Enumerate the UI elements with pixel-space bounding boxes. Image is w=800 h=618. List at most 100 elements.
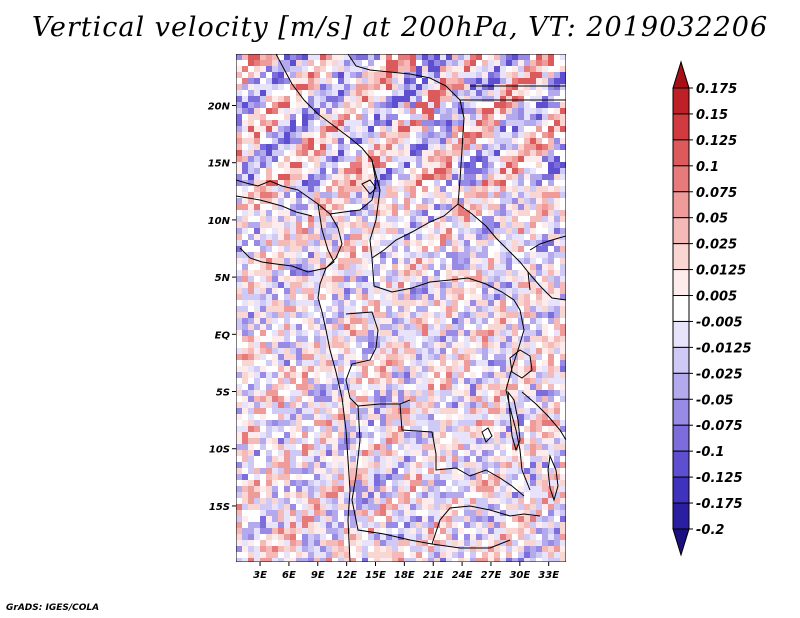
field-cell bbox=[512, 162, 518, 168]
field-cell bbox=[242, 192, 248, 198]
field-cell bbox=[236, 156, 242, 162]
field-cell bbox=[488, 120, 494, 126]
field-cell bbox=[464, 270, 470, 276]
field-cell bbox=[332, 330, 338, 336]
field-cell bbox=[344, 336, 350, 342]
field-cell bbox=[314, 66, 320, 72]
field-cell bbox=[374, 66, 380, 72]
field-cell bbox=[488, 366, 494, 372]
field-cell bbox=[458, 120, 464, 126]
field-cell bbox=[512, 516, 518, 522]
field-cell bbox=[344, 282, 350, 288]
field-cell bbox=[554, 504, 560, 510]
field-cell bbox=[476, 114, 482, 120]
field-cell bbox=[242, 156, 248, 162]
field-cell bbox=[524, 240, 530, 246]
field-cell bbox=[374, 444, 380, 450]
field-cell bbox=[464, 114, 470, 120]
field-cell bbox=[482, 450, 488, 456]
field-cell bbox=[272, 474, 278, 480]
field-cell bbox=[494, 102, 500, 108]
field-cell bbox=[380, 240, 386, 246]
field-cell bbox=[380, 342, 386, 348]
field-cell bbox=[542, 408, 548, 414]
field-cell bbox=[368, 504, 374, 510]
field-cell bbox=[524, 456, 530, 462]
field-cell bbox=[536, 204, 542, 210]
field-cell bbox=[446, 414, 452, 420]
field-cell bbox=[266, 426, 272, 432]
field-cell bbox=[284, 528, 290, 534]
field-cell bbox=[290, 90, 296, 96]
field-cell bbox=[242, 60, 248, 66]
field-cell bbox=[314, 90, 320, 96]
field-cell bbox=[446, 492, 452, 498]
field-cell bbox=[560, 450, 566, 456]
field-cell bbox=[254, 552, 260, 558]
field-cell bbox=[470, 510, 476, 516]
field-cell bbox=[386, 252, 392, 258]
field-cell bbox=[476, 234, 482, 240]
field-cell bbox=[302, 414, 308, 420]
field-cell bbox=[242, 486, 248, 492]
field-cell bbox=[314, 402, 320, 408]
field-cell bbox=[500, 204, 506, 210]
field-cell bbox=[422, 114, 428, 120]
field-cell bbox=[236, 522, 242, 528]
field-cell bbox=[236, 324, 242, 330]
field-cell bbox=[500, 114, 506, 120]
field-cell bbox=[422, 288, 428, 294]
field-cell bbox=[380, 420, 386, 426]
field-cell bbox=[380, 144, 386, 150]
field-cell bbox=[248, 210, 254, 216]
field-cell bbox=[506, 60, 512, 66]
field-cell bbox=[320, 192, 326, 198]
field-cell bbox=[296, 204, 302, 210]
field-cell bbox=[326, 480, 332, 486]
field-cell bbox=[440, 552, 446, 558]
field-cell bbox=[290, 252, 296, 258]
field-cell bbox=[512, 534, 518, 540]
field-cell bbox=[536, 414, 542, 420]
field-cell bbox=[266, 486, 272, 492]
field-cell bbox=[242, 318, 248, 324]
field-cell bbox=[554, 240, 560, 246]
field-cell bbox=[470, 54, 476, 60]
field-cell bbox=[290, 336, 296, 342]
field-cell bbox=[488, 312, 494, 318]
field-cell bbox=[410, 318, 416, 324]
field-cell bbox=[464, 492, 470, 498]
field-cell bbox=[302, 330, 308, 336]
field-cell bbox=[266, 234, 272, 240]
field-cell bbox=[380, 102, 386, 108]
field-cell bbox=[476, 258, 482, 264]
field-cell bbox=[380, 156, 386, 162]
field-cell bbox=[308, 312, 314, 318]
field-cell bbox=[242, 534, 248, 540]
field-cell bbox=[494, 486, 500, 492]
field-cell bbox=[494, 222, 500, 228]
field-cell bbox=[470, 438, 476, 444]
field-cell bbox=[410, 156, 416, 162]
field-cell bbox=[416, 120, 422, 126]
field-cell bbox=[488, 132, 494, 138]
field-cell bbox=[476, 480, 482, 486]
field-cell bbox=[458, 66, 464, 72]
field-cell bbox=[380, 354, 386, 360]
field-cell bbox=[536, 288, 542, 294]
field-cell bbox=[542, 336, 548, 342]
field-cell bbox=[428, 342, 434, 348]
field-cell bbox=[530, 102, 536, 108]
field-cell bbox=[356, 210, 362, 216]
field-cell bbox=[554, 558, 560, 562]
field-cell bbox=[554, 372, 560, 378]
field-cell bbox=[350, 126, 356, 132]
field-cell bbox=[380, 234, 386, 240]
field-cell bbox=[362, 444, 368, 450]
field-cell bbox=[404, 222, 410, 228]
field-cell bbox=[290, 138, 296, 144]
field-cell bbox=[314, 354, 320, 360]
field-cell bbox=[350, 486, 356, 492]
field-cell bbox=[350, 444, 356, 450]
field-cell bbox=[554, 408, 560, 414]
